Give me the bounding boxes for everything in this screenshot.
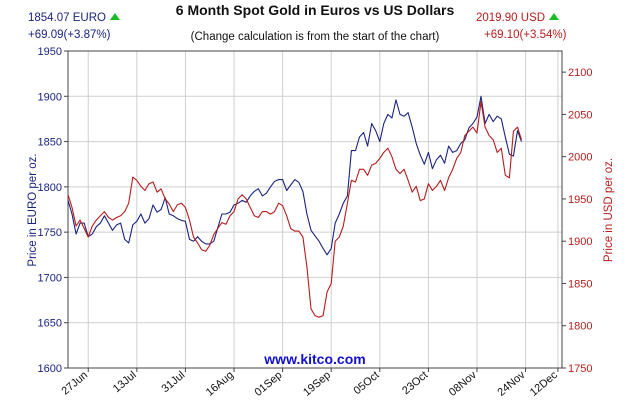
- kitco-watermark: www.kitco.com: [264, 351, 366, 367]
- left-tick-label: 1600: [38, 363, 62, 375]
- x-tick-label: 24Nov: [495, 369, 527, 399]
- eur-price: 1854.07 EURO: [28, 12, 106, 24]
- usd-price: 2019.90 USD: [476, 12, 546, 24]
- left-tick-label: 1900: [38, 91, 62, 103]
- left-tick-label: 1800: [38, 182, 62, 194]
- right-tick-label: 2000: [568, 152, 592, 164]
- x-tick-label: 31Jul: [159, 369, 187, 395]
- chart-subtitle: (Change calculation is from the start of…: [190, 31, 440, 43]
- series-line-usd: [67, 101, 523, 318]
- right-axis-ticks: 1750 1800 1850 1900 1950 2000 2050 2100: [562, 67, 592, 375]
- chart-grid: [68, 50, 562, 369]
- right-tick-label: 1750: [568, 363, 592, 375]
- eur-change: +69.09(+3.87%): [28, 29, 111, 41]
- x-tick-label: 01Sep: [252, 369, 284, 399]
- series-layer: [67, 95, 523, 318]
- left-tick-label: 1950: [38, 46, 62, 58]
- left-tick-label: 1700: [38, 272, 62, 284]
- x-tick-label: 23Oct: [400, 369, 430, 397]
- x-tick-label: 12Dec: [528, 369, 560, 399]
- left-tick-label: 1850: [38, 137, 62, 149]
- right-tick-label: 1900: [568, 236, 592, 248]
- triangle-up-icon: [110, 13, 120, 20]
- plot-frame: [67, 50, 563, 369]
- x-tick-label: 05Oct: [352, 369, 382, 397]
- left-axis-ticks: 1600 1650 1700 1750 1800 1850 1900 1950: [38, 46, 68, 375]
- right-axis-label: Price in USD per oz.: [603, 158, 615, 262]
- right-tick-label: 1800: [568, 321, 592, 333]
- x-tick-label: 19Sep: [301, 369, 333, 399]
- triangle-up-icon: [549, 13, 560, 20]
- x-axis-ticks: 27Jun 13Jul 31Jul 16Aug 01Sep 19Sep 05Oct 23Oct…: [59, 368, 560, 399]
- left-tick-label: 1650: [38, 318, 62, 330]
- x-tick-label: 08Nov: [447, 369, 479, 399]
- right-tick-label: 2100: [568, 67, 592, 79]
- x-tick-label: 13Jul: [111, 369, 139, 395]
- left-axis-label: Price in EURO per oz.: [27, 153, 39, 266]
- eur-price-block: 1854.07 EURO: [28, 12, 120, 24]
- chart-title: 6 Month Spot Gold in Euros vs US Dollars: [175, 2, 455, 18]
- usd-price-block: 2019.90 USD: [476, 12, 560, 24]
- plot-background: [68, 51, 562, 368]
- x-tick-label: 27Jun: [59, 369, 90, 397]
- left-tick-label: 1750: [38, 227, 62, 239]
- series-line-euro: [67, 95, 523, 256]
- x-tick-label: 16Aug: [204, 369, 236, 399]
- right-tick-label: 1850: [568, 278, 592, 290]
- right-tick-label: 1950: [568, 194, 592, 206]
- usd-change: +69.10(+3.54%): [484, 29, 567, 41]
- right-tick-label: 2050: [568, 109, 592, 121]
